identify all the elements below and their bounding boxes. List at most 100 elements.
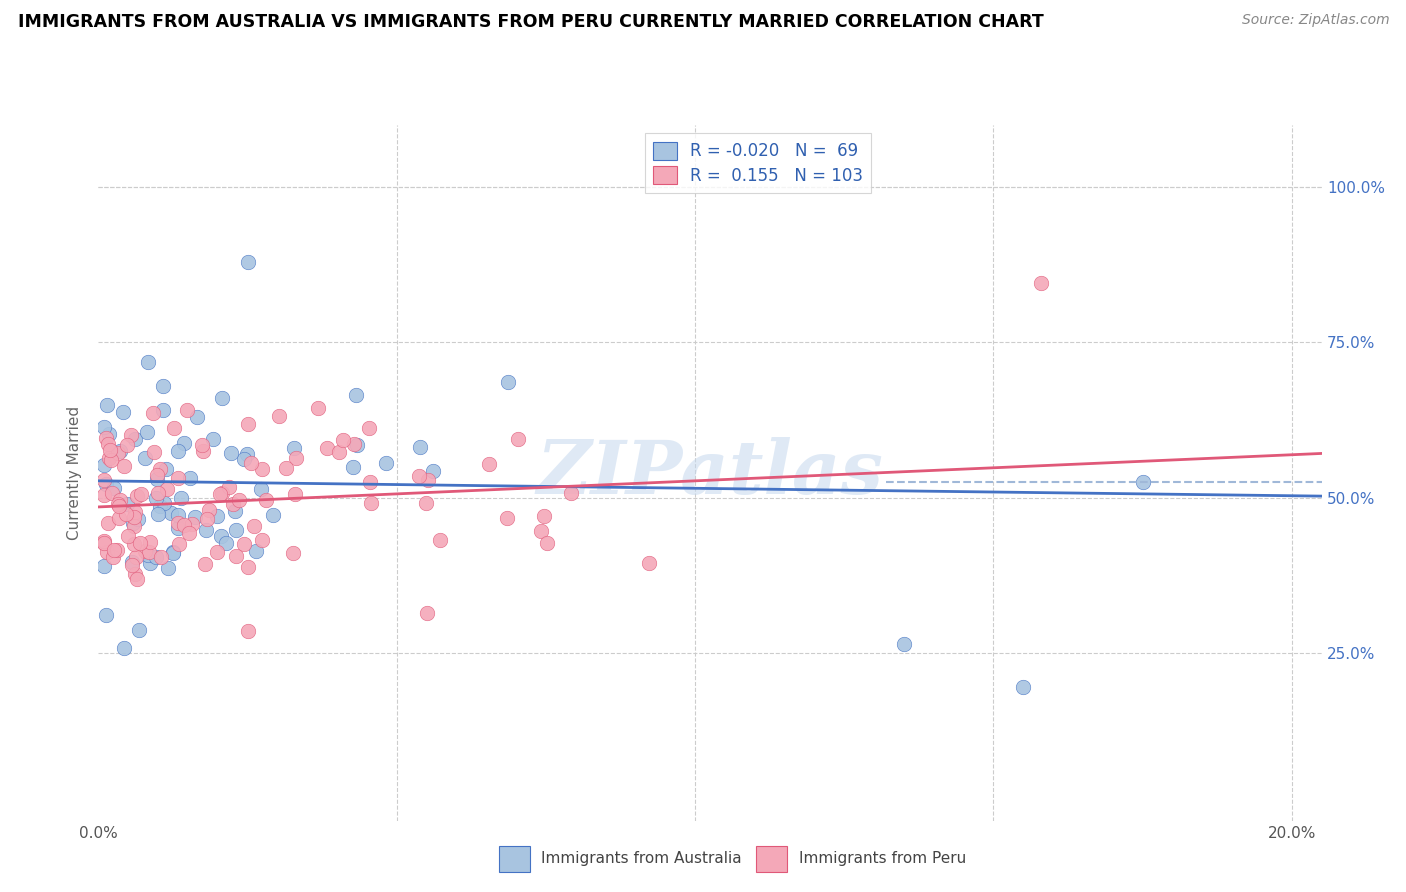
Point: [134, 450, 156, 465]
Point: [232, 537, 254, 551]
Point: [250, 462, 273, 476]
Point: [152, 402, 174, 417]
Point: [112, 458, 135, 473]
Point: [219, 445, 242, 459]
Point: [121, 558, 143, 572]
Point: [359, 475, 381, 489]
Point: [267, 409, 290, 423]
Point: [186, 410, 208, 425]
Point: [93, 473, 115, 487]
Point: [243, 519, 266, 533]
Point: [211, 391, 233, 405]
Point: [893, 637, 915, 651]
Point: [173, 435, 195, 450]
Point: [162, 545, 184, 559]
Point: [236, 447, 259, 461]
Point: [153, 496, 176, 510]
Point: [139, 535, 162, 549]
Point: [498, 376, 520, 390]
Point: [409, 440, 432, 454]
Point: [145, 468, 167, 483]
Point: [236, 624, 259, 639]
Point: [1012, 680, 1035, 694]
Point: [125, 572, 148, 586]
Point: [281, 546, 304, 560]
Point: [107, 446, 129, 460]
Point: [232, 452, 254, 467]
Point: [215, 536, 238, 550]
Text: Immigrants from Peru: Immigrants from Peru: [799, 852, 966, 866]
Point: [93, 420, 115, 434]
Point: [139, 557, 162, 571]
Point: [176, 403, 198, 417]
Point: [97, 516, 120, 530]
Point: [122, 509, 145, 524]
Point: [225, 549, 247, 564]
Point: [184, 510, 207, 524]
Point: [108, 493, 131, 508]
Point: [1031, 277, 1053, 291]
Point: [146, 472, 169, 486]
Y-axis label: Currently Married: Currently Married: [67, 406, 83, 540]
Point: [536, 536, 558, 550]
Point: [205, 509, 228, 524]
Point: [100, 452, 122, 467]
Point: [124, 505, 146, 519]
Point: [96, 476, 118, 491]
Point: [96, 432, 118, 446]
Text: Source: ZipAtlas.com: Source: ZipAtlas.com: [1241, 13, 1389, 28]
Point: [245, 544, 267, 558]
Point: [638, 557, 661, 571]
Point: [128, 623, 150, 637]
Point: [98, 443, 121, 458]
Point: [163, 421, 186, 435]
Point: [124, 567, 146, 582]
Point: [343, 437, 366, 451]
Point: [93, 536, 115, 550]
Point: [250, 482, 273, 496]
Point: [149, 462, 172, 476]
Point: [360, 496, 382, 510]
Point: [236, 560, 259, 574]
Point: [429, 533, 451, 547]
Point: [97, 451, 120, 466]
Point: [115, 507, 138, 521]
Point: [156, 483, 179, 497]
Point: [307, 401, 329, 416]
Point: [194, 557, 217, 571]
Point: [136, 425, 159, 439]
Point: [256, 493, 278, 508]
Point: [120, 427, 142, 442]
Point: [284, 450, 307, 465]
Point: [124, 432, 146, 446]
Point: [198, 503, 221, 517]
Point: [415, 496, 437, 510]
Point: [191, 438, 214, 452]
Point: [357, 421, 380, 435]
Point: [143, 444, 166, 458]
Point: [105, 543, 128, 558]
Point: [167, 508, 190, 522]
Point: [209, 487, 232, 501]
Point: [274, 460, 297, 475]
Point: [150, 550, 173, 565]
Point: [103, 481, 125, 495]
Point: [533, 509, 555, 524]
Point: [346, 438, 368, 452]
Point: [344, 388, 367, 402]
Text: ZIPatlas: ZIPatlas: [537, 436, 883, 509]
Point: [112, 405, 135, 419]
Point: [107, 499, 129, 513]
Point: [173, 518, 195, 533]
Point: [96, 398, 118, 412]
Point: [122, 518, 145, 533]
Point: [195, 512, 218, 526]
Point: [416, 473, 439, 487]
Point: [262, 508, 284, 522]
Point: [103, 543, 125, 558]
Point: [103, 549, 125, 564]
Point: [96, 545, 118, 559]
Point: [127, 489, 149, 503]
Point: [122, 516, 145, 530]
Legend: R = -0.020   N =  69, R =  0.155   N = 103: R = -0.020 N = 69, R = 0.155 N = 103: [645, 133, 872, 193]
